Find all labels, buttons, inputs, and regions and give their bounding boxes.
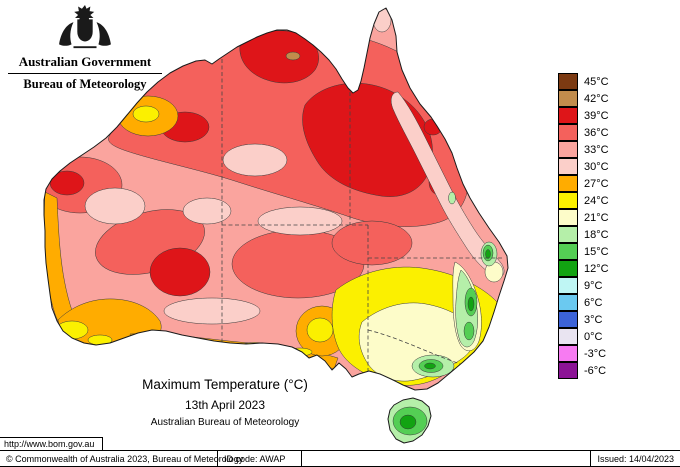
map-date: 13th April 2023 bbox=[184, 398, 266, 412]
legend-swatch bbox=[558, 174, 578, 192]
legend-row: -6°C bbox=[558, 361, 609, 379]
footer-issued: Issued: 14/04/2023 bbox=[590, 451, 680, 466]
legend-label: 33°C bbox=[584, 143, 609, 156]
legend-row: 21°C bbox=[558, 208, 609, 226]
legend-label: 36°C bbox=[584, 126, 609, 139]
legend-swatch bbox=[558, 106, 578, 124]
legend-label: 6°C bbox=[584, 296, 603, 309]
map-title: Maximum Temperature (°C) bbox=[142, 377, 308, 392]
legend-label: 15°C bbox=[584, 245, 609, 258]
legend-label: 0°C bbox=[584, 330, 603, 343]
state-borders bbox=[221, 59, 503, 371]
legend-row: 27°C bbox=[558, 174, 609, 192]
footer-bar: © Commonwealth of Australia 2023, Bureau… bbox=[0, 450, 680, 467]
title-block: Maximum Temperature (°C) 13th April 2023… bbox=[60, 377, 390, 428]
legend-row: 12°C bbox=[558, 259, 609, 277]
legend-label: 45°C bbox=[584, 75, 609, 88]
legend-row: 18°C bbox=[558, 225, 609, 243]
legend-label: 18°C bbox=[584, 228, 609, 241]
legend-swatch bbox=[558, 123, 578, 141]
legend-swatch bbox=[558, 344, 578, 362]
legend-row: 45°C bbox=[558, 73, 609, 90]
legend-label: -6°C bbox=[584, 364, 607, 377]
legend-swatch bbox=[558, 310, 578, 328]
government-header: Australian Government Bureau of Meteorol… bbox=[6, 4, 164, 92]
legend-swatch bbox=[558, 191, 578, 209]
legend-swatch bbox=[558, 361, 578, 379]
legend-row: 33°C bbox=[558, 140, 609, 158]
legend-label: 27°C bbox=[584, 177, 609, 190]
legend-swatch bbox=[558, 327, 578, 345]
region-12c bbox=[399, 249, 491, 430]
bom-url[interactable]: http://www.bom.gov.au bbox=[0, 437, 104, 450]
coat-of-arms-icon bbox=[59, 4, 111, 49]
legend-label: -3°C bbox=[584, 347, 607, 360]
legend-row: 9°C bbox=[558, 276, 609, 294]
legend-row: 15°C bbox=[558, 242, 609, 260]
coastline bbox=[43, 7, 509, 444]
footer-copyright: © Commonwealth of Australia 2023, Bureau… bbox=[0, 451, 243, 466]
legend-label: 3°C bbox=[584, 313, 603, 326]
legend-label: 42°C bbox=[584, 92, 609, 105]
legend-label: 30°C bbox=[584, 160, 609, 173]
legend-swatch bbox=[558, 89, 578, 107]
bureau-name: Bureau of Meteorology bbox=[23, 77, 147, 91]
legend-label: 9°C bbox=[584, 279, 603, 292]
government-name: Australian Government bbox=[18, 54, 152, 69]
map-org: Australian Bureau of Meteorology bbox=[150, 417, 300, 428]
legend-swatch bbox=[558, 140, 578, 158]
header-divider bbox=[8, 73, 162, 74]
footer-spacer bbox=[302, 451, 590, 466]
legend-row: -3°C bbox=[558, 344, 609, 362]
legend-swatch bbox=[558, 73, 578, 90]
legend-swatch bbox=[558, 157, 578, 175]
legend-row: 36°C bbox=[558, 123, 609, 141]
footer-id-code: ID code: AWAP bbox=[218, 451, 302, 466]
legend-label: 12°C bbox=[584, 262, 609, 275]
legend-row: 42°C bbox=[558, 89, 609, 107]
legend-swatch bbox=[558, 293, 578, 311]
legend-row: 6°C bbox=[558, 293, 609, 311]
legend-swatch bbox=[558, 276, 578, 294]
legend-label: 21°C bbox=[584, 211, 609, 224]
region-42c bbox=[285, 51, 301, 61]
legend-row: 0°C bbox=[558, 327, 609, 345]
legend-row: 30°C bbox=[558, 157, 609, 175]
legend-swatch bbox=[558, 225, 578, 243]
legend-row: 24°C bbox=[558, 191, 609, 209]
legend: 45°C 42°C 39°C 36°C 33°C 30°C 27°C 24°C 21°C 18°C… bbox=[558, 73, 609, 379]
legend-row: 3°C bbox=[558, 310, 609, 328]
legend-swatch bbox=[558, 259, 578, 277]
legend-label: 39°C bbox=[584, 109, 609, 122]
legend-swatch bbox=[558, 208, 578, 226]
legend-swatch bbox=[558, 242, 578, 260]
legend-row: 39°C bbox=[558, 106, 609, 124]
legend-label: 24°C bbox=[584, 194, 609, 207]
